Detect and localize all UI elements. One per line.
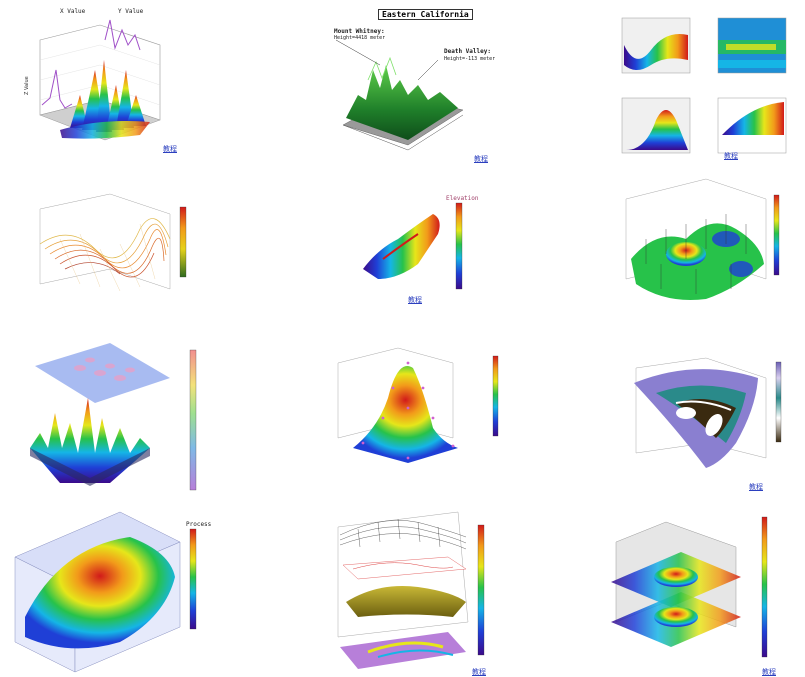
- surface-plot-two-layers: 教程: [536, 507, 804, 676]
- process-box-icon: [14, 511, 197, 673]
- surface-plot-waterfall: Z Value X Value Y Value 教程: [0, 0, 268, 169]
- annotation-death: Death Valley:: [444, 48, 491, 55]
- y-value-label: Y Value: [118, 8, 144, 15]
- tutorial-link-1[interactable]: 教程: [163, 145, 177, 153]
- multipanel-icon: [621, 17, 787, 154]
- surface-plot-terrain: Eastern California Mount Whitney: Height…: [268, 0, 536, 169]
- legend-title-process: Process: [186, 521, 212, 528]
- surface-plot-peak: [268, 338, 536, 507]
- tutorial-link-3[interactable]: 教程: [724, 152, 738, 160]
- island-icon: [363, 202, 463, 290]
- surface-plot-icon: Z Value: [24, 19, 161, 141]
- surface-plot-island: Elevation 教程: [268, 169, 536, 338]
- surface-plot-wireframe: 教程: [0, 169, 268, 338]
- tutorial-link-11[interactable]: 教程: [472, 668, 486, 676]
- errorbar-surface-icon: [625, 178, 780, 300]
- x-value-label: X Value: [60, 8, 86, 15]
- two-layer-icon: [611, 516, 768, 658]
- svg-text:Z Value: Z Value: [24, 76, 30, 95]
- legend-title-elevation: Elevation: [446, 195, 479, 202]
- wireframe-icon: [39, 193, 187, 292]
- annotation-death-sub: Height=-113 meter: [444, 56, 496, 62]
- surface-plot-multipanel: 教程: [536, 0, 804, 169]
- annotation-whitney: Mount Whitney:: [334, 28, 385, 35]
- surface-plot-stacked-heatmap: [0, 338, 268, 507]
- annotation-whitney-sub: Height=4418 meter: [334, 35, 386, 41]
- peak-surface-icon: [337, 347, 499, 463]
- surface-plot-errorbars: [536, 169, 804, 338]
- tutorial-link-9[interactable]: 教程: [749, 483, 763, 491]
- tutorial-link-2[interactable]: 教程: [474, 155, 488, 163]
- sheet-surface-icon: [634, 357, 782, 468]
- terrain-icon: [335, 39, 464, 151]
- layers-icon: [337, 511, 485, 669]
- stacked-heatmap-icon: [30, 343, 197, 491]
- tutorial-link-5[interactable]: 教程: [408, 296, 422, 304]
- chart-title: Eastern California: [378, 9, 473, 20]
- surface-plot-sheet: 教程: [536, 338, 804, 507]
- tutorial-link-12[interactable]: 教程: [762, 668, 776, 676]
- surface-plot-process: Process: [0, 507, 268, 676]
- surface-plot-layers: 教程: [268, 507, 536, 676]
